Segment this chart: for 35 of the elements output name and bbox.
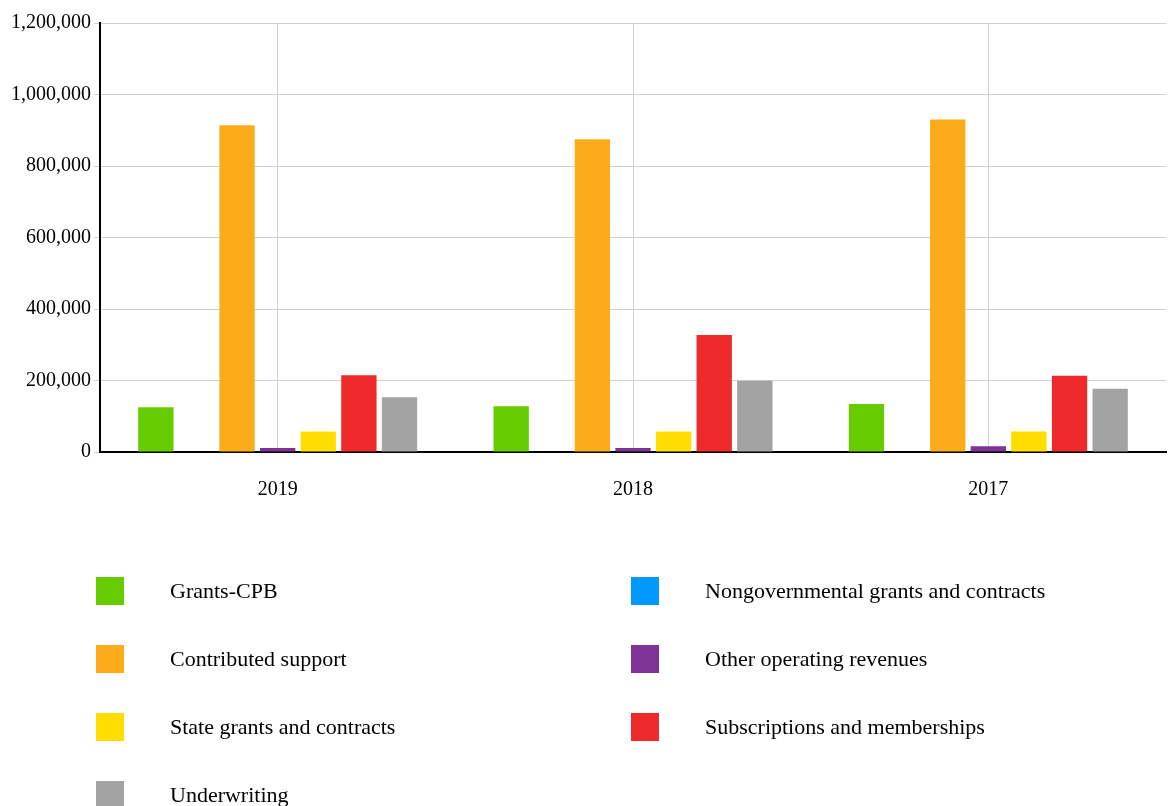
bar xyxy=(737,380,773,452)
bar xyxy=(615,448,651,452)
legend-label: State grants and contracts xyxy=(170,714,396,740)
y-tick-label: 1,200,000 xyxy=(11,10,91,33)
legend-label: Nongovernmental grants and contracts xyxy=(705,578,1046,604)
bar xyxy=(260,448,296,452)
bar xyxy=(381,397,418,452)
legend-label: Grants-CPB xyxy=(170,578,278,604)
y-tick-label: 800,000 xyxy=(26,153,91,176)
bar xyxy=(341,375,377,452)
legend-label: Subscriptions and memberships xyxy=(705,714,985,740)
bar xyxy=(970,446,1006,452)
y-tick-label: 600,000 xyxy=(26,224,91,247)
x-tick-label: 2018 xyxy=(613,477,653,500)
legend-label: Underwriting xyxy=(170,782,289,806)
bar xyxy=(300,431,336,452)
legend-label: Contributed support xyxy=(170,646,347,672)
bar xyxy=(219,125,255,452)
y-tick-label: 400,000 xyxy=(26,296,91,319)
y-tick-label: 200,000 xyxy=(26,367,91,390)
bar xyxy=(1011,431,1047,452)
bar xyxy=(138,407,174,452)
y-tick-label: 0 xyxy=(81,439,91,462)
bar xyxy=(1092,388,1128,452)
bar xyxy=(493,406,529,452)
y-tick-label: 1,000,000 xyxy=(11,81,91,104)
bar xyxy=(930,119,966,452)
bar xyxy=(574,139,611,452)
legend-label: Other operating revenues xyxy=(705,646,928,672)
bar xyxy=(655,431,692,452)
bar xyxy=(848,404,885,452)
bar xyxy=(696,335,732,452)
bar xyxy=(1051,375,1088,452)
x-tick-label: 2019 xyxy=(257,477,298,500)
x-tick-label: 2017 xyxy=(968,477,1009,500)
